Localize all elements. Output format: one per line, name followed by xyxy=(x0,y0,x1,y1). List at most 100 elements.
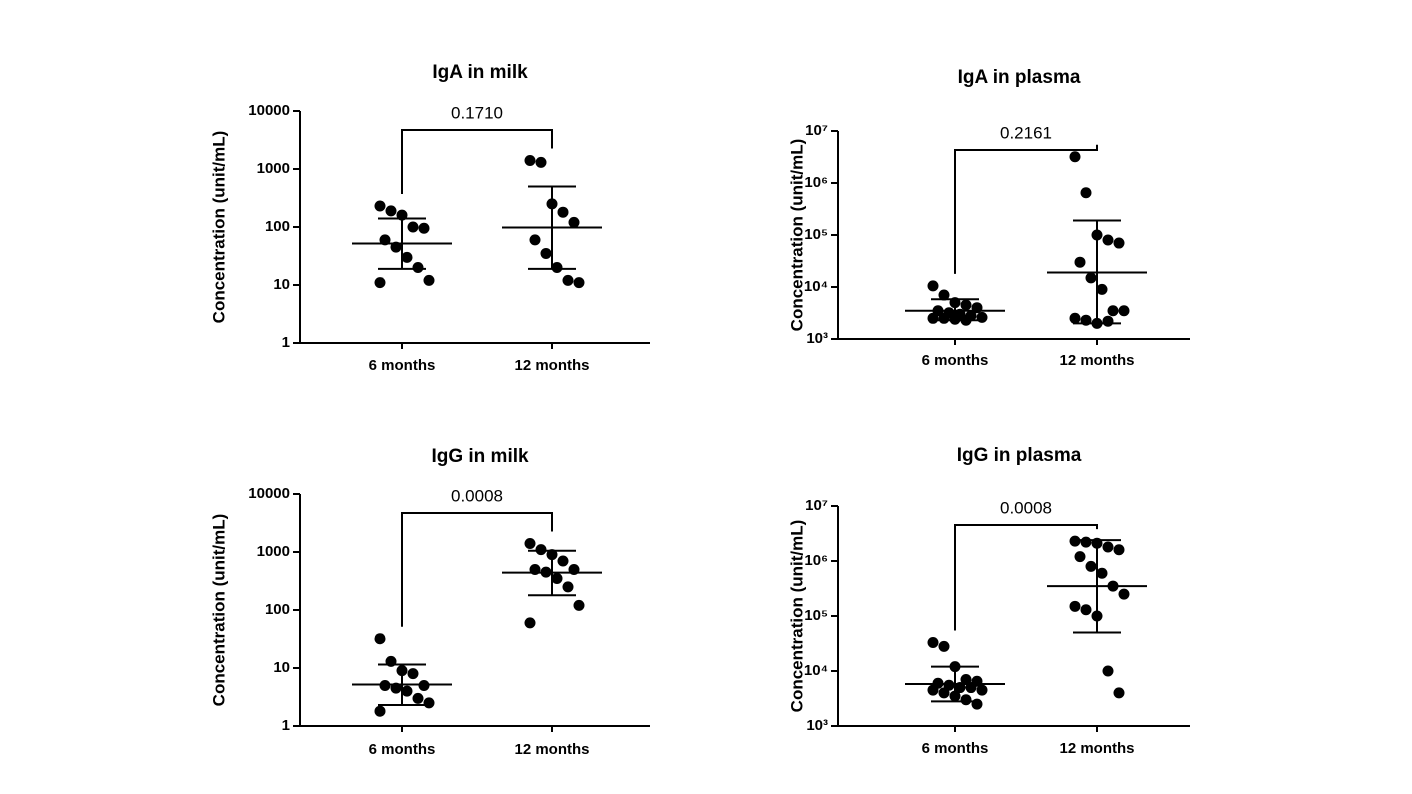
data-point xyxy=(1113,687,1125,699)
data-point xyxy=(1074,551,1086,563)
data-point xyxy=(557,555,569,567)
data-point xyxy=(1102,665,1114,677)
data-point xyxy=(938,687,950,699)
data-point xyxy=(1069,151,1081,163)
data-point xyxy=(927,312,939,324)
data-point xyxy=(374,200,386,212)
data-point xyxy=(562,581,574,593)
data-point xyxy=(407,221,419,233)
data-point xyxy=(976,684,988,696)
data-point xyxy=(1085,272,1097,284)
y-axis-label: Concentration (unit/mL) xyxy=(787,139,806,332)
data-point xyxy=(412,692,424,704)
y-tick-label: 100 xyxy=(265,218,290,235)
data-point xyxy=(529,234,541,246)
y-tick-label: 10⁶ xyxy=(804,174,828,191)
p-value: 0.1710 xyxy=(451,103,503,122)
data-point xyxy=(1113,544,1125,556)
data-point xyxy=(524,155,536,167)
data-point xyxy=(1080,187,1092,199)
data-point xyxy=(573,599,585,611)
y-axis-label: Concentration (unit/mL) xyxy=(209,131,228,324)
data-point xyxy=(1080,604,1092,616)
data-point xyxy=(1102,234,1114,246)
y-axis-label: Concentration (unit/mL) xyxy=(787,520,806,713)
data-point xyxy=(407,668,419,680)
y-tick-label: 10⁴ xyxy=(804,662,828,679)
data-point xyxy=(557,206,569,218)
data-point xyxy=(374,705,386,717)
data-point xyxy=(1069,312,1081,324)
y-tick-label: 10⁵ xyxy=(804,226,828,243)
y-tick-label: 10⁴ xyxy=(804,278,828,295)
data-point xyxy=(960,694,972,706)
data-point xyxy=(927,684,939,696)
data-point xyxy=(1069,600,1081,612)
data-point xyxy=(385,205,397,217)
y-tick-label: 10000 xyxy=(248,102,290,119)
data-point xyxy=(1102,541,1114,553)
data-point xyxy=(573,277,585,289)
y-tick-label: 10⁵ xyxy=(804,607,828,624)
x-tick-label: 12 months xyxy=(514,741,589,758)
data-point xyxy=(401,685,413,697)
data-point xyxy=(524,617,536,629)
data-point xyxy=(1102,315,1114,327)
data-point xyxy=(418,222,430,234)
data-point xyxy=(1096,567,1108,579)
data-point xyxy=(976,311,988,323)
data-point xyxy=(938,640,950,652)
data-point xyxy=(927,636,939,648)
data-point xyxy=(568,216,580,228)
data-point xyxy=(524,538,536,550)
y-axis-label: Concentration (unit/mL) xyxy=(209,514,228,707)
data-point xyxy=(551,262,563,274)
data-point xyxy=(938,312,950,324)
data-point xyxy=(423,697,435,709)
data-point xyxy=(423,274,435,286)
data-point xyxy=(562,274,574,286)
chart-title: IgG in milk xyxy=(431,446,529,467)
significance-bracket xyxy=(954,144,1098,274)
data-point xyxy=(1118,588,1130,600)
data-point xyxy=(1107,305,1119,317)
x-tick-label: 6 months xyxy=(922,740,989,757)
x-tick-label: 6 months xyxy=(369,357,436,374)
data-point xyxy=(412,262,424,274)
data-point xyxy=(960,299,972,311)
chart-title: IgG in plasma xyxy=(957,445,1082,466)
y-tick-label: 100 xyxy=(265,601,290,618)
chart-title: IgA in plasma xyxy=(958,67,1081,88)
data-point xyxy=(1085,560,1097,572)
data-point xyxy=(1113,237,1125,249)
y-tick-label: 10³ xyxy=(806,717,828,734)
x-tick-label: 6 months xyxy=(369,741,436,758)
significance-bracket xyxy=(954,524,1098,631)
x-tick-label: 12 months xyxy=(1059,352,1134,369)
y-tick-label: 1 xyxy=(282,717,290,734)
data-point xyxy=(1069,535,1081,547)
data-point xyxy=(1118,305,1130,317)
y-tick-label: 10 xyxy=(273,276,290,293)
data-point xyxy=(927,280,939,292)
data-point xyxy=(374,277,386,289)
y-tick-label: 10⁷ xyxy=(805,122,828,139)
data-point xyxy=(960,674,972,686)
x-tick-label: 12 months xyxy=(1059,740,1134,757)
p-value: 0.0008 xyxy=(1000,498,1052,517)
data-point xyxy=(1080,536,1092,548)
p-value: 0.2161 xyxy=(1000,123,1052,142)
y-tick-label: 1 xyxy=(282,334,290,351)
data-point xyxy=(551,572,563,584)
significance-bracket xyxy=(401,512,553,627)
y-tick-label: 1000 xyxy=(257,543,290,560)
y-tick-label: 10000 xyxy=(248,485,290,502)
data-point xyxy=(971,698,983,710)
x-tick-label: 12 months xyxy=(514,357,589,374)
y-tick-label: 1000 xyxy=(257,160,290,177)
y-tick-label: 10³ xyxy=(806,330,828,347)
data-point xyxy=(401,251,413,263)
data-point xyxy=(374,633,386,645)
data-point xyxy=(1074,256,1086,268)
